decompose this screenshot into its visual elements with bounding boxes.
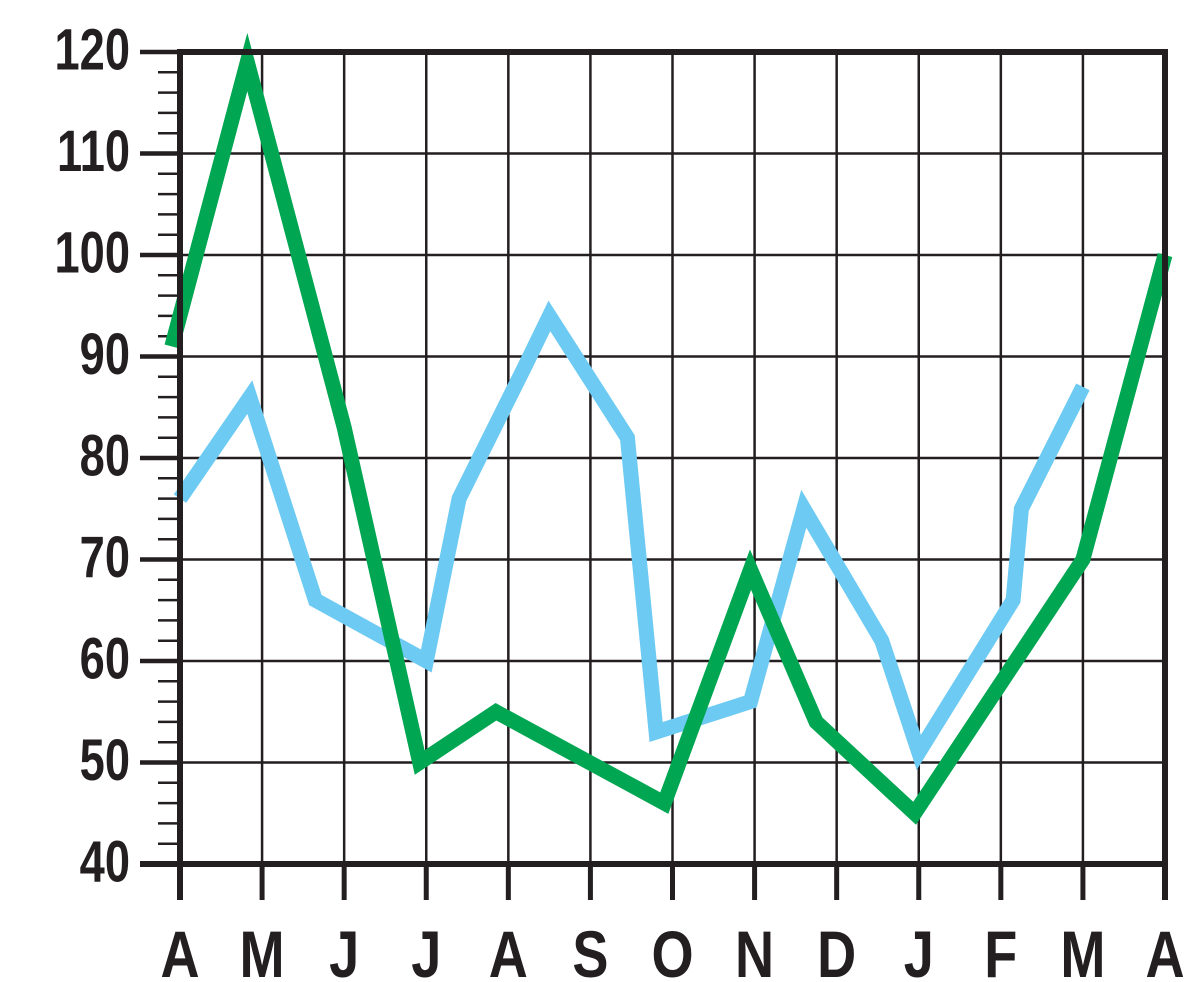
y-tick-label: 90 xyxy=(80,323,130,388)
y-tick-label: 40 xyxy=(80,830,130,895)
y-tick-label: 70 xyxy=(80,526,130,591)
plot-frame xyxy=(140,49,1168,900)
axes xyxy=(140,49,1168,900)
series-line-green xyxy=(164,32,1173,825)
x-tick-label: J xyxy=(411,917,441,982)
y-tick-label: 50 xyxy=(80,729,130,794)
grid xyxy=(180,52,1165,864)
x-tick-label: J xyxy=(904,917,934,982)
x-tick-label: F xyxy=(984,917,1017,982)
y-tick-label: 110 xyxy=(57,120,130,185)
x-tick-label: N xyxy=(735,917,774,982)
x-tick-label: O xyxy=(651,917,693,982)
y-tick-label: 120 xyxy=(55,18,130,83)
x-tick-label: J xyxy=(329,917,359,982)
series-lines xyxy=(164,32,1173,825)
x-tick-label: S xyxy=(572,917,608,982)
x-tick-label: A xyxy=(160,917,199,982)
x-tick-label: A xyxy=(489,917,528,982)
y-tick-label: 80 xyxy=(80,424,130,489)
x-tick-label: M xyxy=(1060,917,1105,982)
y-tick-label: 60 xyxy=(80,627,130,692)
series-line-blue xyxy=(173,300,1090,770)
x-tick-label: A xyxy=(1145,917,1184,982)
y-tick-labels: 40 50 60 70 80 90 100 110 120 xyxy=(55,18,130,895)
y-tick-label: 100 xyxy=(55,221,130,286)
x-tick-label: M xyxy=(240,917,285,982)
x-tick-label: D xyxy=(817,917,856,982)
